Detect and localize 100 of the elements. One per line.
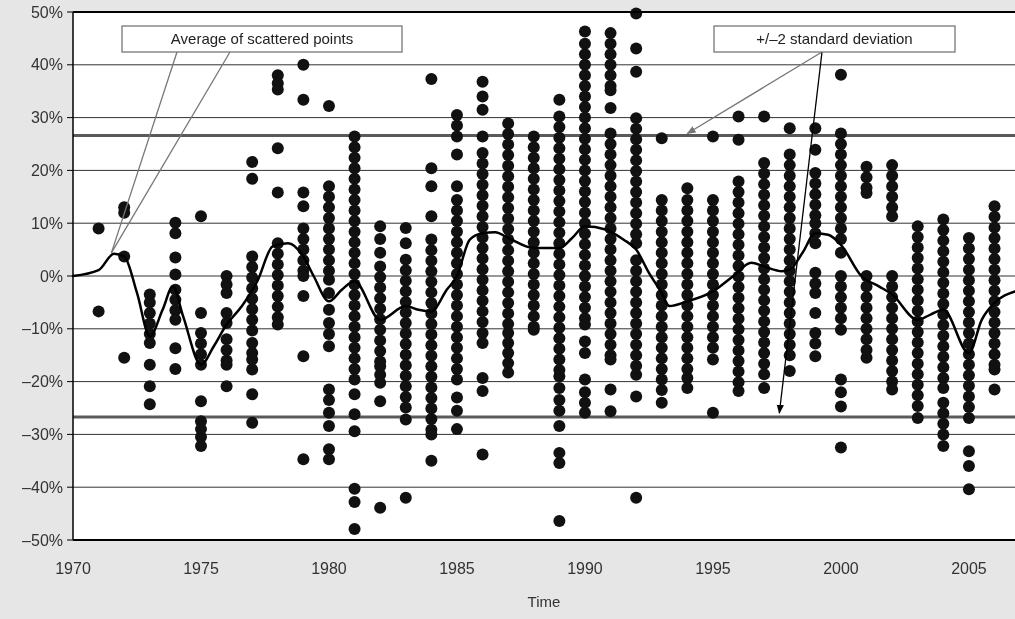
point: [399, 327, 412, 340]
point: [758, 283, 771, 296]
point: [450, 108, 463, 121]
point: [706, 130, 719, 143]
point: [502, 117, 515, 130]
point: [988, 231, 1001, 244]
point: [604, 69, 617, 82]
point: [322, 419, 335, 432]
point: [988, 327, 1001, 340]
point: [886, 210, 899, 223]
point: [527, 257, 540, 270]
point: [911, 368, 924, 381]
point: [706, 204, 719, 217]
point: [604, 264, 617, 277]
point: [502, 275, 515, 288]
point: [630, 338, 643, 351]
point: [604, 169, 617, 182]
point: [578, 90, 591, 103]
point: [834, 386, 847, 399]
point: [399, 264, 412, 277]
point: [502, 244, 515, 257]
point: [655, 331, 668, 344]
point: [962, 316, 975, 329]
point: [758, 167, 771, 180]
point: [527, 225, 540, 238]
point: [732, 186, 745, 199]
point: [681, 320, 694, 333]
point: [169, 251, 182, 264]
point: [553, 121, 566, 134]
point: [348, 352, 361, 365]
point: [834, 138, 847, 150]
point: [348, 373, 361, 386]
point: [911, 336, 924, 349]
point: [425, 349, 438, 362]
point: [962, 390, 975, 403]
point: [758, 110, 771, 123]
point: [886, 169, 899, 182]
point: [809, 188, 822, 201]
point: [502, 286, 515, 299]
point: [732, 281, 745, 294]
point: [655, 396, 668, 409]
point: [169, 268, 182, 281]
point: [553, 163, 566, 176]
point: [706, 341, 719, 354]
point: [630, 65, 643, 78]
point: [604, 102, 617, 115]
point: [194, 337, 207, 350]
point: [937, 297, 950, 310]
point: [834, 323, 847, 336]
point: [297, 93, 310, 106]
point: [399, 316, 412, 329]
point: [681, 246, 694, 259]
x-tick-label: 2005: [951, 560, 987, 577]
point: [604, 201, 617, 214]
point: [809, 198, 822, 211]
point: [911, 294, 924, 307]
point: [962, 379, 975, 392]
point: [962, 483, 975, 496]
point: [374, 334, 387, 347]
point: [604, 338, 617, 351]
point: [553, 184, 566, 197]
point: [578, 101, 591, 114]
point: [322, 394, 335, 407]
point: [732, 238, 745, 251]
point: [809, 237, 822, 250]
point: [732, 344, 745, 357]
point: [374, 302, 387, 315]
point: [322, 233, 335, 246]
point: [630, 390, 643, 403]
point: [92, 222, 105, 235]
point: [834, 373, 847, 386]
point: [348, 183, 361, 196]
point: [578, 69, 591, 82]
point: [630, 133, 643, 146]
point: [271, 258, 284, 271]
point: [732, 302, 745, 315]
point: [502, 307, 515, 320]
point: [246, 261, 259, 274]
point: [476, 220, 489, 233]
point: [246, 155, 259, 168]
point: [962, 242, 975, 255]
point: [578, 132, 591, 145]
point: [758, 294, 771, 307]
point: [118, 351, 131, 364]
point: [937, 361, 950, 374]
point: [578, 122, 591, 135]
point: [169, 342, 182, 355]
point: [425, 286, 438, 299]
point: [578, 48, 591, 61]
point: [962, 284, 975, 297]
point: [425, 275, 438, 288]
point: [783, 122, 796, 135]
point: [706, 225, 719, 238]
point: [578, 58, 591, 71]
point: [374, 246, 387, 259]
point: [834, 280, 847, 293]
point: [527, 151, 540, 164]
point: [450, 423, 463, 436]
point: [937, 350, 950, 363]
point: [655, 193, 668, 206]
